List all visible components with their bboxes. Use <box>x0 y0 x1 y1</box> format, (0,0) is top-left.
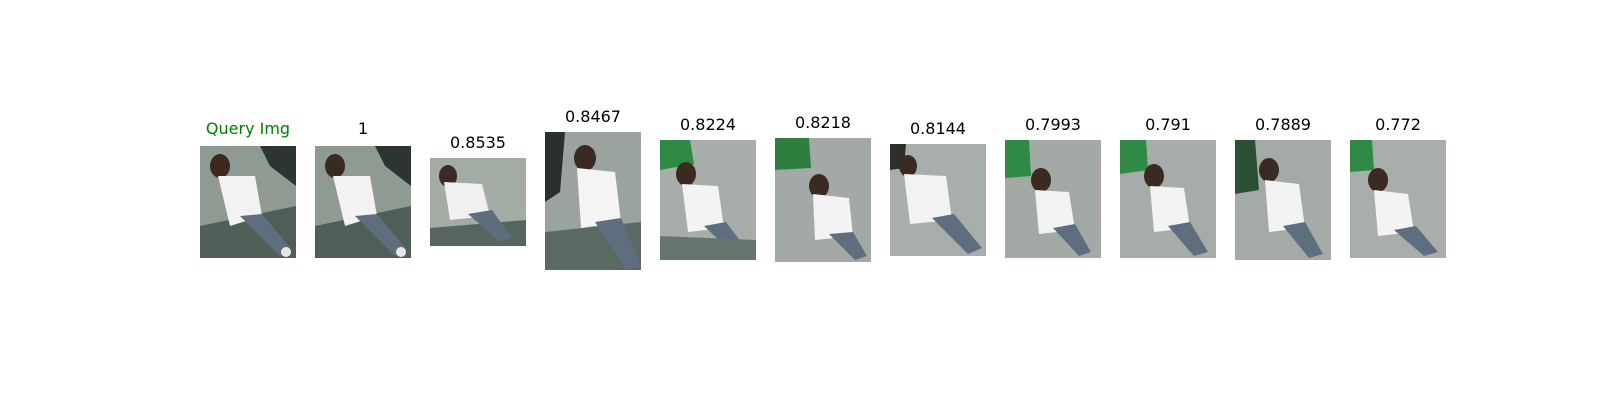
result-score: 0.8224 <box>680 115 736 134</box>
result-image <box>660 140 756 260</box>
result-score: 0.772 <box>1375 115 1421 134</box>
result-score: 0.8218 <box>795 113 851 132</box>
result-image <box>775 138 871 262</box>
query-caption: Query Img <box>205 119 291 138</box>
result-image <box>1005 140 1101 258</box>
query-image <box>200 146 296 258</box>
result-image <box>1235 140 1331 260</box>
result-image <box>430 158 526 246</box>
result-score: 0.8144 <box>910 119 966 138</box>
result-score: 0.7889 <box>1255 115 1311 134</box>
result-image <box>545 132 641 270</box>
result-image <box>315 146 411 258</box>
result-score: 0.8535 <box>450 133 506 152</box>
result-image <box>1120 140 1216 258</box>
result-score: 0.791 <box>1145 115 1191 134</box>
result-score: 0.8467 <box>565 107 621 126</box>
result-score: 1 <box>357 119 369 138</box>
result-image <box>1350 140 1446 258</box>
result-image <box>890 144 986 256</box>
result-score: 0.7993 <box>1025 115 1081 134</box>
